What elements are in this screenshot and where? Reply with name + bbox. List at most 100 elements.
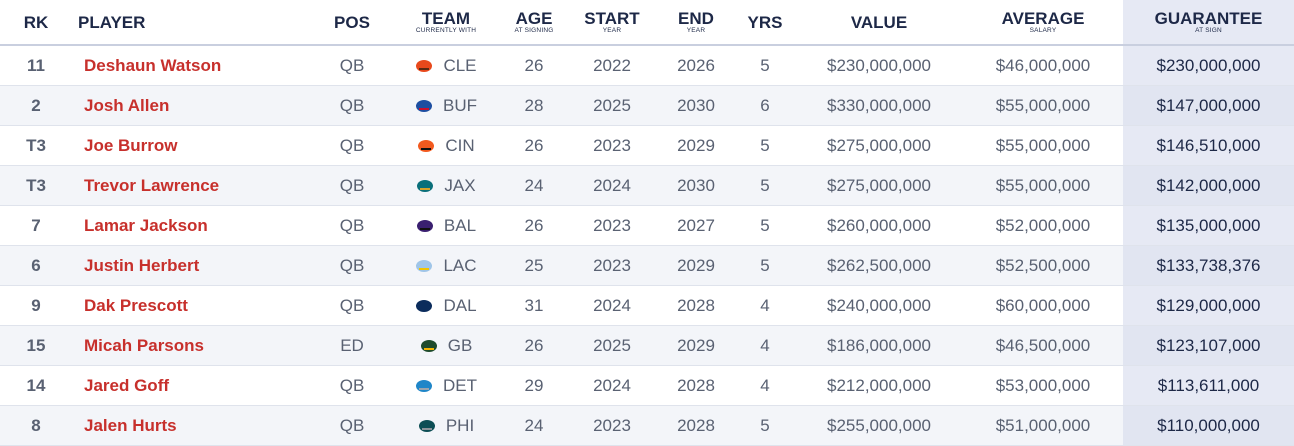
table-cell: 7 [31, 215, 41, 235]
table-cell: $123,107,000 [1156, 335, 1261, 355]
player-link[interactable]: Deshaun Watson [84, 55, 222, 75]
table-cell: $46,000,000 [995, 55, 1091, 75]
header-label: START [584, 8, 640, 28]
header-sublabel: CURRENTLY WITH [415, 26, 477, 34]
table-cell: 5 [760, 255, 770, 275]
header-cell: VALUE [800, 0, 958, 44]
header-label: POS [334, 12, 370, 32]
table-cell: 2026 [677, 55, 715, 75]
table-cell: 2029 [677, 255, 715, 275]
header-label: AGE [515, 8, 553, 28]
table-cell: $230,000,000 [827, 55, 931, 75]
team-logo [416, 379, 432, 392]
table-cell: 26 [524, 215, 544, 235]
team-cell: BUF [398, 86, 494, 125]
player-link[interactable]: Jalen Hurts [84, 415, 177, 435]
table-row: T3 Joe Burrow QB CIN 26 2023 2029 5 $275,000,000… [0, 126, 1294, 166]
table-row: 15 Micah Parsons ED GB 26 2025 2029 4 $186,000,0… [0, 326, 1294, 366]
player-link[interactable]: Dak Prescott [84, 295, 188, 315]
team-abbr: DET [443, 375, 477, 395]
player-link[interactable]: Lamar Jackson [84, 215, 208, 235]
table-cell: QB [339, 415, 365, 435]
player-link[interactable]: Justin Herbert [84, 255, 200, 275]
table-row: 11 Deshaun Watson QB CLE 26 2022 2026 5 $230,000… [0, 46, 1294, 86]
table-cell: $147,000,000 [1156, 95, 1261, 115]
header-cell: TEAM CURRENTLY WITH [398, 0, 494, 44]
table-cell: 5 [760, 55, 770, 75]
table-cell: 5 [760, 135, 770, 155]
team-cell: LAC [398, 246, 494, 285]
player-link[interactable]: Josh Allen [84, 95, 170, 115]
table-cell: 9 [31, 295, 41, 315]
table-cell: $52,000,000 [995, 215, 1091, 235]
table-cell: $212,000,000 [827, 375, 931, 395]
table-cell: $275,000,000 [827, 135, 931, 155]
table-cell: $240,000,000 [827, 295, 931, 315]
team-abbr: BUF [443, 95, 477, 115]
table-cell: 2028 [677, 415, 715, 435]
table-cell: 5 [760, 215, 770, 235]
table-cell: 5 [760, 175, 770, 195]
team-abbr: CLE [443, 55, 477, 75]
table-cell: 11 [27, 55, 45, 75]
table-cell: 2030 [677, 95, 715, 115]
table-cell: 29 [524, 375, 544, 395]
table-cell: T3 [26, 175, 46, 195]
table-cell: $135,000,000 [1156, 215, 1261, 235]
header-sublabel: AT SIGN [1195, 26, 1222, 34]
table-cell: 2 [31, 95, 41, 115]
table-cell: 2025 [593, 95, 631, 115]
table-cell: $142,000,000 [1156, 175, 1261, 195]
table-cell: 6 [31, 255, 41, 275]
table-cell: QB [339, 55, 365, 75]
header-label: END [678, 8, 714, 28]
table-cell: $262,500,000 [827, 255, 931, 275]
table-cell: 8 [31, 415, 41, 435]
table-cell: $55,000,000 [995, 95, 1091, 115]
table-cell: 2030 [677, 175, 715, 195]
table-cell: QB [339, 215, 365, 235]
header-label: VALUE [850, 12, 908, 32]
table-cell: $55,000,000 [995, 135, 1091, 155]
header-label: GUARANTEE [1154, 8, 1263, 28]
player-link[interactable]: Trevor Lawrence [84, 175, 220, 195]
team-abbr: GB [447, 335, 473, 355]
table-cell: 26 [524, 335, 544, 355]
table-cell: 2024 [593, 375, 631, 395]
table-cell: 5 [760, 415, 770, 435]
table-cell: $129,000,000 [1156, 295, 1261, 315]
table-cell: 24 [524, 415, 544, 435]
table-cell: 2027 [677, 215, 715, 235]
player-link[interactable]: Jared Goff [84, 375, 170, 395]
team-abbr: BAL [443, 215, 477, 235]
table-cell: 2023 [593, 215, 631, 235]
player-link[interactable]: Joe Burrow [84, 135, 178, 155]
table-cell: QB [339, 255, 365, 275]
table-cell: 4 [760, 375, 770, 395]
header-sublabel: AT SIGNING [514, 26, 554, 34]
header-cell: AVERAGE SALARY [960, 0, 1126, 44]
team-logo [416, 99, 432, 112]
team-logo [418, 419, 435, 432]
team-cell: GB [398, 326, 494, 365]
table-cell: $52,500,000 [995, 255, 1091, 275]
table-cell: 4 [760, 295, 770, 315]
table-cell: ED [340, 335, 364, 355]
team-abbr: LAC [443, 255, 477, 275]
team-abbr: JAX [444, 175, 476, 195]
table-cell: 2022 [593, 55, 631, 75]
player-link[interactable]: Micah Parsons [84, 335, 204, 355]
table-cell: $275,000,000 [827, 175, 931, 195]
header-cell: GUARANTEE AT SIGN [1123, 0, 1294, 44]
header-cell: START YEAR [572, 0, 652, 44]
table-cell: QB [339, 295, 365, 315]
table-cell: $330,000,000 [827, 95, 931, 115]
team-abbr: PHI [445, 415, 475, 435]
table-cell: QB [339, 95, 365, 115]
header-label: PLAYER [78, 12, 146, 32]
team-cell: BAL [398, 206, 494, 245]
table-cell: $51,000,000 [995, 415, 1091, 435]
table-cell: 6 [760, 95, 770, 115]
table-cell: $260,000,000 [827, 215, 931, 235]
table-cell: 2028 [677, 295, 715, 315]
